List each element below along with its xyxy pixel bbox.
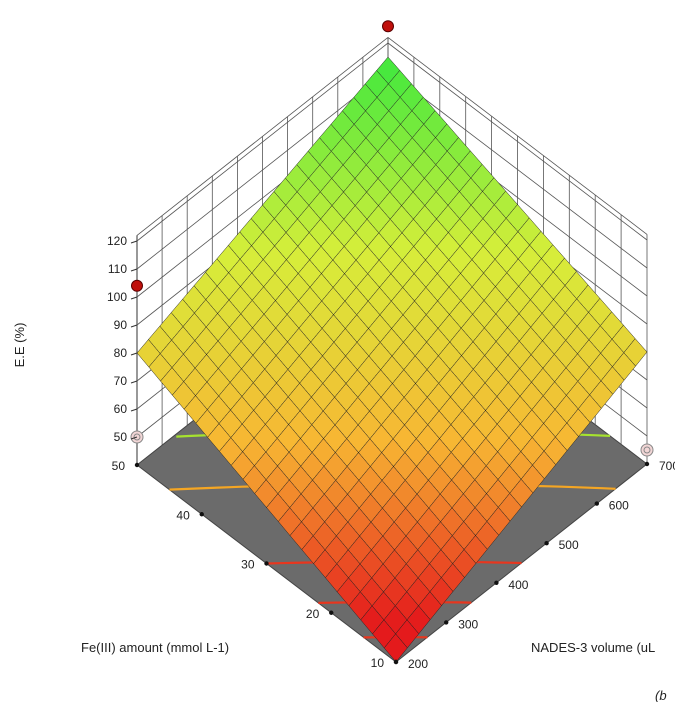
- z-tick-label: 70: [114, 374, 128, 388]
- x-tick-mark: [494, 580, 499, 585]
- wall-gridline: [136, 70, 389, 270]
- design-point-ring: [133, 433, 141, 441]
- surface-cell: [383, 633, 408, 663]
- wall-gridline: [136, 37, 389, 236]
- x-tick-label: 700: [659, 459, 675, 473]
- x-axis-label: NADES-3 volume (uL: [531, 640, 655, 655]
- y-tick-label: 50: [112, 459, 126, 473]
- z-tick-label: 50: [114, 430, 128, 444]
- z-tick-label: 120: [107, 234, 127, 248]
- y-axis-label: Fe(III) amount (mmol L-1): [81, 640, 229, 655]
- response-surface: [136, 56, 648, 663]
- z-tick-label: 110: [108, 262, 127, 276]
- x-tick-mark: [444, 620, 449, 625]
- z-tick-label: 60: [114, 402, 128, 416]
- z-tick-mark: [130, 268, 138, 272]
- wall-gridline: [136, 42, 389, 242]
- z-tick-mark: [130, 352, 138, 356]
- z-tick-label: 100: [107, 290, 127, 304]
- wall-gridline: [387, 70, 648, 269]
- design-point: [131, 279, 143, 292]
- x-tick-mark: [594, 501, 599, 506]
- z-tick-label: 90: [114, 318, 128, 332]
- z-tick-mark: [130, 436, 138, 440]
- x-tick-label: 200: [408, 657, 428, 671]
- design-point-below: [640, 443, 654, 457]
- wall-gridline: [387, 37, 648, 235]
- panel-label: (b: [655, 688, 667, 702]
- design-point-ring: [643, 446, 651, 454]
- x-tick-mark: [544, 541, 549, 546]
- y-tick-mark: [264, 561, 269, 566]
- z-tick-mark: [130, 408, 138, 412]
- y-tick-mark: [199, 512, 204, 517]
- x-tick-label: 600: [609, 499, 629, 513]
- z-tick-mark: [130, 240, 138, 244]
- x-tick-mark: [393, 659, 399, 665]
- z-tick-mark: [130, 296, 138, 300]
- wall-gridline: [387, 42, 648, 241]
- x-tick-mark: [644, 461, 650, 467]
- x-tick-label: 500: [559, 538, 579, 552]
- z-tick-mark: [130, 380, 138, 384]
- y-tick-mark: [329, 610, 334, 615]
- y-tick-label: 30: [241, 558, 255, 572]
- z-tick-mark: [130, 324, 138, 328]
- z-tick-label: 80: [114, 346, 128, 360]
- y-tick-label: 20: [306, 607, 320, 621]
- y-tick-label: 40: [176, 508, 190, 522]
- axis-ticks: 50 60 70 80 90 100 110 120 10 20 30 40 50 200 300 400 50…: [107, 234, 675, 671]
- x-tick-label: 300: [458, 617, 478, 631]
- x-tick-label: 400: [508, 578, 528, 592]
- z-axis-label: E.E (%): [12, 323, 27, 368]
- y-tick-label: 10: [371, 656, 385, 670]
- y-tick-mark: [134, 462, 140, 468]
- design-point: [382, 20, 394, 33]
